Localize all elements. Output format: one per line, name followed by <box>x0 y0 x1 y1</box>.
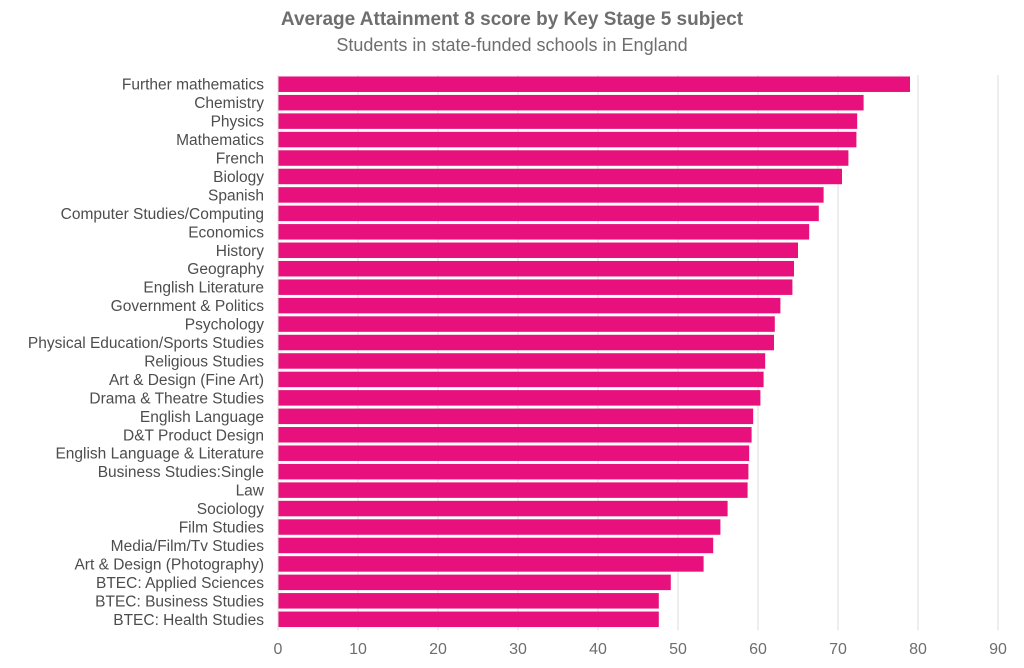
x-tick-label: 80 <box>909 641 927 658</box>
category-label: Religious Studies <box>144 353 264 370</box>
category-label: French <box>216 151 264 168</box>
category-label: Further mathematics <box>122 77 264 94</box>
bar-26 <box>278 556 704 572</box>
category-label: Media/Film/Tv Studies <box>111 538 265 555</box>
category-label: Psychology <box>185 317 265 334</box>
category-label: English Language <box>140 409 264 426</box>
x-tick-label: 90 <box>989 641 1007 658</box>
x-tick-label: 60 <box>749 641 767 658</box>
category-label: Biology <box>213 169 264 186</box>
bar-6 <box>278 187 824 203</box>
x-tick-label: 20 <box>429 641 447 658</box>
bar-20 <box>278 445 750 461</box>
chart-title: Average Attainment 8 score by Key Stage … <box>280 9 744 30</box>
category-label: Sociology <box>197 501 264 518</box>
bar-27 <box>278 574 671 591</box>
bar-7 <box>278 205 819 222</box>
bar-10 <box>278 260 794 277</box>
category-label: Economics <box>188 224 264 241</box>
bar-19 <box>278 427 752 443</box>
bar-21 <box>278 463 749 480</box>
category-label: English Literature <box>143 280 264 297</box>
category-label: Computer Studies/Computing <box>61 206 264 223</box>
bar-9 <box>278 242 798 259</box>
bar-3 <box>278 131 857 148</box>
category-label: Film Studies <box>179 520 265 537</box>
bar-16 <box>278 371 764 388</box>
x-tick-label: 70 <box>829 641 847 658</box>
category-label: Physics <box>211 114 265 131</box>
bar-15 <box>278 353 766 369</box>
category-label: BTEC: Applied Sciences <box>96 575 264 592</box>
bar-12 <box>278 297 781 314</box>
category-label: Mathematics <box>176 132 264 149</box>
category-label: Spanish <box>208 187 264 204</box>
x-tick-label: 50 <box>669 641 687 658</box>
bar-11 <box>278 279 793 295</box>
bar-1 <box>278 94 864 111</box>
x-tick-label: 40 <box>589 641 607 658</box>
bar-17 <box>278 390 761 406</box>
bar-18 <box>278 408 754 425</box>
category-label: Drama & Theatre Studies <box>89 390 264 407</box>
bar-4 <box>278 150 849 166</box>
category-label: D&T Product Design <box>123 427 264 444</box>
chart-subtitle: Students in state-funded schools in Engl… <box>336 35 688 55</box>
bar-5 <box>278 168 842 185</box>
category-label: History <box>216 243 264 260</box>
category-label: BTEC: Health Studies <box>113 612 264 629</box>
bar-25 <box>278 537 714 554</box>
bar-28 <box>278 593 659 609</box>
category-label: Chemistry <box>194 95 264 112</box>
bar-22 <box>278 482 748 498</box>
category-label: Art & Design (Photography) <box>74 556 264 573</box>
x-tick-label: 30 <box>509 641 527 658</box>
category-label: BTEC: Business Studies <box>95 593 264 610</box>
category-label: Geography <box>187 261 264 278</box>
bar-0 <box>278 76 910 92</box>
category-label: Physical Education/Sports Studies <box>28 335 264 352</box>
bar-29 <box>278 611 659 628</box>
bar-8 <box>278 224 810 240</box>
category-label: Business Studies:Single <box>98 464 264 481</box>
category-label: Art & Design (Fine Art) <box>109 372 264 389</box>
bar-23 <box>278 500 728 517</box>
x-tick-label: 10 <box>349 641 367 658</box>
bar-13 <box>278 316 775 332</box>
category-label: English Language & Literature <box>55 446 264 463</box>
category-label: Law <box>236 483 265 500</box>
bar-2 <box>278 113 858 129</box>
bar-24 <box>278 519 721 535</box>
bar-14 <box>278 334 774 351</box>
category-label: Government & Politics <box>111 298 265 315</box>
x-tick-label: 0 <box>274 641 283 658</box>
